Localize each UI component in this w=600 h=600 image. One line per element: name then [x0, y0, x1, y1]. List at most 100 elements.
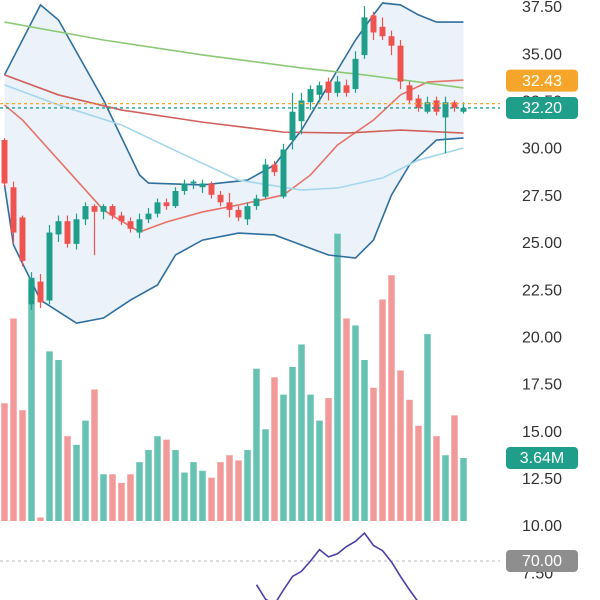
- volume-bar: [1, 403, 8, 521]
- candle-body: [100, 206, 107, 212]
- candle-body: [64, 221, 71, 244]
- volume-bar: [190, 462, 197, 521]
- candle-body: [460, 107, 467, 112]
- candle-body: [73, 219, 80, 244]
- y-tick-label: 35.00: [522, 46, 562, 63]
- y-tick-label: 20.00: [522, 329, 562, 346]
- volume-bar: [280, 394, 287, 521]
- candle-body: [235, 209, 242, 218]
- volume-bar: [307, 394, 314, 521]
- volume-bar: [379, 299, 386, 521]
- volume-bar: [424, 334, 431, 521]
- volume-bar: [127, 474, 134, 521]
- volume-bar: [406, 399, 413, 521]
- candle-body: [415, 98, 422, 108]
- volume-bar: [181, 472, 188, 521]
- y-tick-label: 37.50: [522, 0, 562, 16]
- volume-layer: [1, 233, 467, 522]
- volume-bar: [109, 474, 116, 521]
- candle-body: [280, 149, 287, 197]
- volume-bar: [460, 457, 467, 521]
- candle-body: [10, 187, 17, 233]
- candle-body: [118, 215, 125, 222]
- overlay-line: [3, 137, 464, 324]
- y-tick-label: 12.50: [522, 471, 562, 488]
- candle-body: [307, 89, 314, 103]
- volume-bar: [172, 450, 179, 521]
- volume-bar: [370, 387, 377, 521]
- candle-body: [289, 111, 296, 141]
- volume-bar: [10, 318, 17, 521]
- overlay-line: [4, 84, 464, 191]
- candle-body: [262, 164, 269, 197]
- volume-badge-text: 3.64M: [520, 450, 564, 467]
- volume-bar: [253, 368, 260, 521]
- candle-body: [316, 85, 323, 95]
- candle-body: [370, 15, 377, 33]
- candle-body: [334, 81, 341, 93]
- candle-body: [199, 183, 206, 188]
- price-badge-text: 32.43: [522, 73, 562, 90]
- volume-bar: [298, 344, 305, 521]
- candle-body: [352, 58, 359, 90]
- axis-layer: 7.5010.0012.5015.0017.5020.0022.5025.002…: [522, 0, 562, 582]
- candle-body: [19, 217, 26, 261]
- candle-body: [208, 183, 215, 195]
- candle-body: [433, 100, 440, 112]
- candle-body: [55, 221, 62, 235]
- y-tick-label: 17.50: [522, 377, 562, 394]
- y-tick-label: 10.00: [522, 518, 562, 535]
- candle-layer: [1, 6, 467, 310]
- volume-bar: [64, 436, 71, 521]
- candle-body: [226, 202, 233, 210]
- candle-body: [244, 206, 251, 220]
- volume-bar: [262, 429, 269, 521]
- volume-bar: [199, 470, 206, 521]
- volume-bar: [451, 415, 458, 521]
- candle-body: [397, 45, 404, 82]
- candle-body: [136, 219, 143, 233]
- candle-body: [442, 102, 449, 118]
- candle-body: [253, 198, 260, 207]
- badge-layer: 32.43 32.20 3.64M 70.00: [506, 69, 578, 572]
- volume-bar: [415, 425, 422, 521]
- y-tick-label: 15.00: [522, 424, 562, 441]
- volume-bar: [37, 517, 44, 521]
- volume-bar: [433, 436, 440, 521]
- volume-bar: [316, 420, 323, 521]
- candle-body: [181, 183, 188, 192]
- candle-body: [109, 206, 116, 216]
- candle-body: [190, 181, 197, 184]
- y-tick-label: 22.50: [522, 282, 562, 299]
- price-badge-box: [506, 96, 578, 119]
- candle-body: [451, 102, 458, 108]
- candle-body: [379, 26, 386, 37]
- candle-body: [37, 281, 44, 303]
- candle-body: [145, 213, 152, 220]
- volume-bar: [442, 455, 449, 521]
- volume-bar: [19, 410, 26, 521]
- candle-body: [172, 191, 179, 207]
- band-layer: [4, 3, 464, 324]
- volume-bar: [154, 436, 161, 521]
- volume-bar: [145, 450, 152, 521]
- volume-bar: [289, 366, 296, 521]
- volume-bar: [325, 398, 332, 521]
- price-badge-box: [506, 69, 578, 92]
- volume-bar: [352, 325, 359, 521]
- overlay-line: [4, 21, 464, 89]
- volume-bar: [334, 233, 341, 522]
- volume-bar: [244, 450, 251, 521]
- volume-bar: [82, 420, 89, 521]
- candle-body: [406, 85, 413, 101]
- volume-bar: [397, 370, 404, 521]
- volume-bar: [46, 351, 53, 521]
- volume-bar: [343, 318, 350, 521]
- candle-body: [28, 277, 35, 305]
- overlay-line: [4, 74, 464, 134]
- candle-body: [1, 140, 8, 184]
- volume-bar: [100, 474, 107, 521]
- volume-bar: [163, 439, 170, 521]
- rsi-layer: [255, 531, 418, 600]
